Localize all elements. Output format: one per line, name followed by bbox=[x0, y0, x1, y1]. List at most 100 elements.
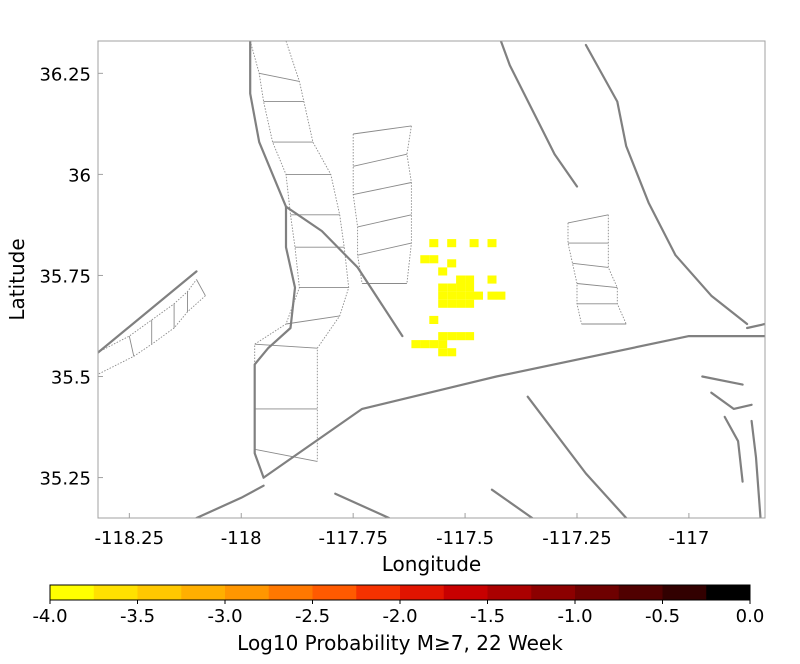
fault-zone-rung bbox=[196, 279, 206, 296]
colorbar-swatch bbox=[181, 585, 226, 600]
colorbar: -4.0 -3.5 -3.0 -2.5 -2.0 -1.5 -1.0 -0.5 0.0 Log1… bbox=[32, 584, 764, 655]
colorbar-swatch bbox=[50, 585, 95, 600]
fault-zone-rung bbox=[357, 214, 412, 228]
colorbar-swatch bbox=[662, 585, 707, 600]
probability-cell bbox=[429, 255, 439, 264]
probability-cell bbox=[438, 340, 448, 349]
colorbar-tick-label: -1.5 bbox=[470, 606, 505, 627]
fault-zone-edge bbox=[285, 41, 350, 462]
probability-cell bbox=[456, 332, 466, 341]
probability-cell bbox=[447, 299, 457, 308]
fault-zone-edge bbox=[406, 125, 412, 284]
fault-zone-edge bbox=[98, 279, 197, 353]
probability-cell bbox=[447, 259, 457, 268]
fault-trace bbox=[701, 375, 744, 386]
y-tick-label: 35.25 bbox=[39, 469, 91, 490]
colorbar-tick-label: -1.0 bbox=[557, 606, 592, 627]
colorbar-ticks: -4.0 -3.5 -3.0 -2.5 -2.0 -1.5 -1.0 -0.5 0.0 bbox=[32, 600, 764, 627]
probability-cell bbox=[438, 291, 448, 300]
probability-cell bbox=[447, 239, 457, 248]
probability-cell bbox=[438, 348, 448, 357]
colorbar-swatch bbox=[225, 585, 270, 600]
probability-cell bbox=[411, 340, 421, 349]
probability-cell bbox=[420, 255, 430, 264]
colorbar-swatch bbox=[268, 585, 313, 600]
fault-trace bbox=[750, 419, 762, 518]
colorbar-swatch bbox=[443, 585, 488, 600]
fault-zone bbox=[249, 41, 350, 462]
colorbar-swatch bbox=[356, 585, 401, 600]
fault-zone-rung bbox=[128, 336, 135, 357]
colorbar-swatches bbox=[50, 585, 751, 600]
plot-area bbox=[97, 40, 766, 519]
probability-cell bbox=[447, 332, 457, 341]
fault-trace bbox=[284, 205, 404, 338]
fault-zone bbox=[98, 279, 206, 375]
y-tick-label: 35.75 bbox=[39, 267, 91, 288]
colorbar-swatch bbox=[706, 585, 751, 600]
fault-zone-rung bbox=[572, 262, 609, 268]
colorbar-swatch bbox=[93, 585, 138, 600]
colorbar-swatch bbox=[531, 585, 576, 600]
x-axis-title: Longitude bbox=[382, 552, 481, 576]
probability-cell bbox=[487, 291, 497, 300]
colorbar-tick-label: -4.0 bbox=[32, 606, 67, 627]
x-axis-ticks: -118.25 -118 -117.75 -117.5 -117.25 -117 bbox=[95, 513, 709, 549]
fault-zone-edge bbox=[607, 214, 627, 325]
fault-zone-rung bbox=[357, 242, 412, 256]
probability-cell bbox=[465, 299, 475, 308]
fault-zones bbox=[98, 41, 627, 462]
y-tick-label: 36 bbox=[68, 165, 91, 186]
probability-cell bbox=[429, 239, 439, 248]
probability-cell bbox=[447, 283, 457, 292]
probability-cell bbox=[487, 275, 497, 284]
colorbar-swatch bbox=[575, 585, 620, 600]
probability-cell bbox=[438, 283, 448, 292]
fault-trace bbox=[526, 395, 628, 518]
colorbar-swatch bbox=[487, 585, 532, 600]
fault-trace bbox=[584, 43, 749, 326]
colorbar-swatch bbox=[312, 585, 357, 600]
fault-trace bbox=[745, 322, 765, 330]
fault-trace bbox=[490, 488, 534, 518]
fault-trace bbox=[262, 335, 765, 479]
fault-zone-rung bbox=[353, 153, 407, 167]
probability-cell bbox=[487, 239, 497, 248]
probability-cell bbox=[447, 348, 457, 357]
fault-zone-rung bbox=[254, 448, 318, 462]
x-tick-label: -117.75 bbox=[318, 528, 387, 549]
probability-cell bbox=[438, 332, 448, 341]
fault-trace bbox=[334, 492, 391, 518]
colorbar-swatch bbox=[618, 585, 663, 600]
probability-cells bbox=[411, 239, 506, 357]
probability-cell bbox=[429, 315, 439, 324]
colorbar-tick-label: 0.0 bbox=[736, 606, 765, 627]
y-axis-ticks: 35.25 35.5 35.75 36 36.25 bbox=[39, 64, 103, 490]
fault-zone-rung bbox=[576, 283, 618, 289]
y-axis-title: Latitude bbox=[5, 238, 29, 320]
fault-trace bbox=[499, 41, 579, 188]
y-tick-label: 35.5 bbox=[51, 368, 91, 389]
fault-zone-edge bbox=[352, 134, 363, 284]
probability-cell bbox=[429, 340, 439, 349]
colorbar-title: Log10 Probability M≥7, 22 Week bbox=[237, 631, 563, 655]
fault-zone-rung bbox=[254, 343, 318, 349]
probability-cell bbox=[456, 291, 466, 300]
probability-cell bbox=[469, 239, 479, 248]
probability-cell bbox=[474, 291, 483, 300]
colorbar-tick-label: -3.0 bbox=[207, 606, 242, 627]
colorbar-tick-label: -3.5 bbox=[120, 606, 155, 627]
probability-cell bbox=[465, 291, 475, 300]
fault-zone-rung bbox=[353, 125, 412, 135]
y-tick-label: 36.25 bbox=[39, 64, 91, 85]
fault-trace bbox=[249, 41, 297, 479]
fault-zone-rung bbox=[259, 72, 300, 82]
colorbar-tick-label: -2.5 bbox=[295, 606, 330, 627]
x-tick-label: -117.5 bbox=[436, 528, 494, 549]
plot-frame bbox=[97, 40, 766, 519]
probability-cell bbox=[438, 299, 448, 308]
x-tick-label: -118 bbox=[221, 528, 262, 549]
fault-zone-rung bbox=[285, 315, 340, 325]
colorbar-swatch bbox=[400, 585, 445, 600]
